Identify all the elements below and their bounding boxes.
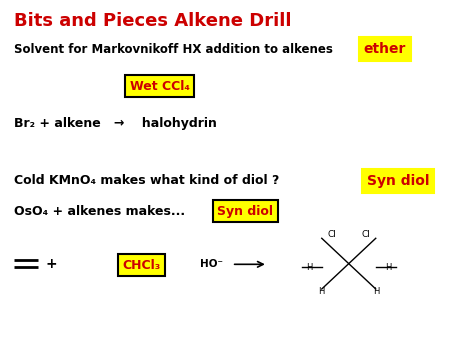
Text: Cl: Cl [328,231,337,239]
Text: Cold KMnO₄ makes what kind of diol ?: Cold KMnO₄ makes what kind of diol ? [14,174,279,187]
Text: CHCl₃: CHCl₃ [122,259,161,272]
Text: ether: ether [364,42,406,56]
Text: Syn diol: Syn diol [367,174,429,188]
Text: +: + [46,257,58,271]
Text: Syn diol: Syn diol [217,205,273,218]
Text: H: H [385,263,391,271]
Text: H: H [306,263,313,271]
Text: HO⁻: HO⁻ [200,259,223,269]
Text: OsO₄ + alkenes makes...: OsO₄ + alkenes makes... [14,205,184,218]
Text: Bits and Pieces Alkene Drill: Bits and Pieces Alkene Drill [14,12,291,30]
Text: H: H [373,287,379,296]
Text: Wet CCl₄: Wet CCl₄ [130,80,190,93]
Text: H: H [318,287,324,296]
Text: Solvent for Markovnikoff HX addition to alkenes: Solvent for Markovnikoff HX addition to … [14,43,333,55]
Text: Br₂ + alkene   →    halohydrin: Br₂ + alkene → halohydrin [14,117,216,130]
Text: Cl: Cl [361,231,370,239]
